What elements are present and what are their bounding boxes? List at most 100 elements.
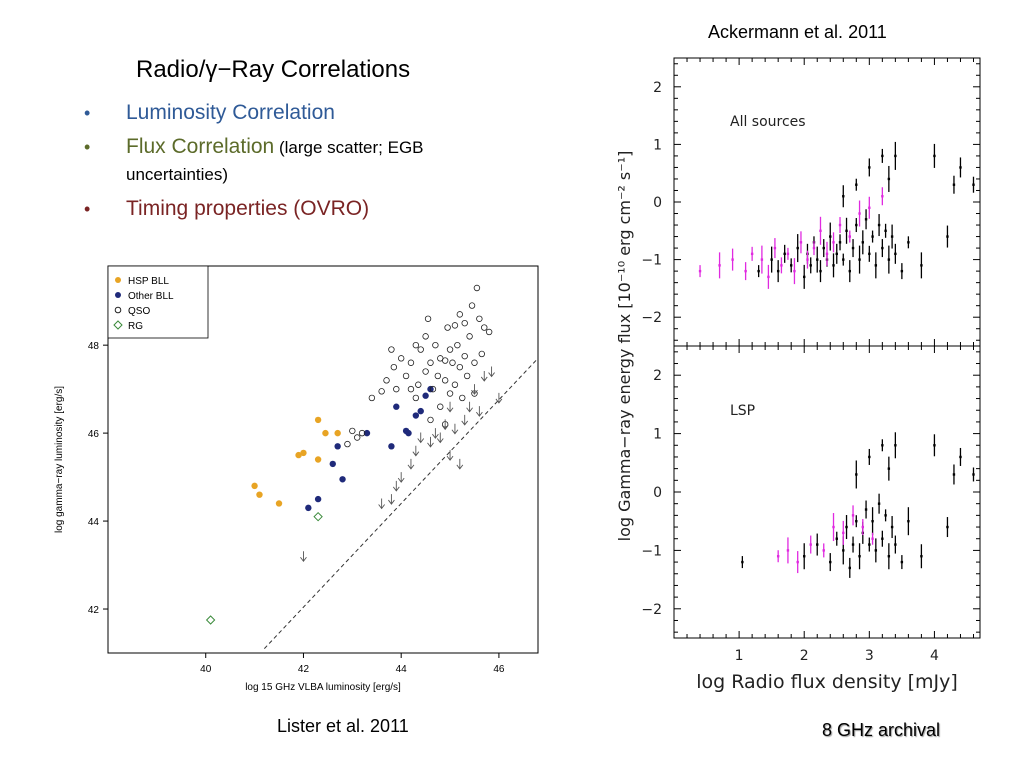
data-point <box>780 264 783 267</box>
data-point <box>314 416 322 424</box>
data-point <box>887 177 891 181</box>
data-point <box>471 359 478 366</box>
data-point <box>855 183 858 186</box>
y-tick-label: −1 <box>641 253 662 269</box>
data-point <box>461 352 468 360</box>
data-point <box>449 359 456 366</box>
data-point <box>750 252 754 256</box>
x-tick-label: 42 <box>298 664 310 675</box>
upper-limit-arrow <box>432 428 439 439</box>
upper-limit-arrow <box>480 370 488 382</box>
data-point <box>417 346 424 353</box>
data-point <box>485 328 493 336</box>
data-point <box>825 252 829 256</box>
data-point <box>468 302 476 309</box>
data-point <box>835 537 838 540</box>
data-point <box>773 246 777 250</box>
data-point <box>358 429 366 437</box>
data-point <box>920 555 923 558</box>
bullet-text-flux: Flux Correlation <box>126 135 275 158</box>
data-point <box>864 508 868 511</box>
y-tick-label: −2 <box>641 602 662 618</box>
x-tick-label: 4 <box>930 648 939 664</box>
x-tick-label: 46 <box>493 664 505 675</box>
data-point <box>789 264 793 267</box>
data-point <box>422 368 429 375</box>
data-point <box>933 154 936 158</box>
data-point <box>887 555 891 558</box>
data-point <box>900 560 904 564</box>
data-point <box>741 560 744 564</box>
bullet-list: • Luminosity Correlation • Flux Correlat… <box>80 100 500 230</box>
data-point <box>881 246 884 250</box>
data-point <box>461 319 468 327</box>
data-point <box>855 520 858 523</box>
x-tick-label: 1 <box>735 648 744 664</box>
upper-limit-arrow <box>446 450 454 461</box>
data-point <box>900 269 904 273</box>
data-point <box>402 372 410 380</box>
data-point <box>868 252 871 256</box>
data-point <box>829 235 832 238</box>
upper-limit-arrow <box>471 384 478 395</box>
data-point <box>809 264 812 267</box>
legend-marker <box>114 306 122 314</box>
data-point <box>429 385 437 393</box>
data-point <box>845 525 848 529</box>
plot-panel: −2 −1 0 1 2 All sources <box>641 57 981 347</box>
data-point <box>424 315 432 322</box>
plot-frame <box>673 345 981 639</box>
panel-label: All sources <box>730 114 806 130</box>
upper-limit-arrow <box>397 472 405 483</box>
data-point <box>933 444 936 447</box>
data-point <box>454 341 461 349</box>
data-point <box>441 377 449 384</box>
data-point <box>842 549 845 552</box>
data-point <box>871 235 874 238</box>
bullet-text-timing: Timing properties (OVRO) <box>126 197 370 220</box>
data-point <box>422 392 429 399</box>
data-point <box>393 385 400 393</box>
legend-box <box>107 265 209 339</box>
legend-label: HSP BLL <box>128 276 169 287</box>
data-point <box>339 476 346 483</box>
upper-limit-arrow <box>407 458 415 470</box>
plot-frame <box>673 57 981 347</box>
data-point <box>744 269 747 273</box>
data-point <box>305 504 312 512</box>
data-point <box>783 252 786 256</box>
data-point <box>858 212 861 215</box>
upper-limit-arrow <box>476 406 483 417</box>
data-point <box>314 456 322 463</box>
data-point <box>874 264 878 267</box>
data-point <box>829 560 832 564</box>
legend-label: Other BLL <box>128 291 174 302</box>
data-point <box>446 346 454 353</box>
upper-limit-arrow <box>441 419 449 431</box>
data-point <box>881 154 884 158</box>
data-point <box>858 258 861 261</box>
bullet-text-luminosity: Luminosity Correlation <box>126 101 335 124</box>
data-point <box>822 549 825 552</box>
y-tick-label: 42 <box>88 605 100 616</box>
data-point <box>868 455 871 459</box>
data-point <box>698 269 702 273</box>
data-point <box>812 246 816 250</box>
data-point <box>809 543 812 546</box>
citation-left: Lister et al. 2011 <box>277 716 409 736</box>
data-point <box>881 444 884 447</box>
data-point <box>959 166 962 169</box>
data-point <box>368 394 376 402</box>
y-tick-label: 1 <box>653 427 662 443</box>
data-point <box>329 460 336 468</box>
data-point <box>868 543 871 546</box>
data-point <box>793 269 796 273</box>
data-point <box>858 555 861 558</box>
data-point <box>907 241 910 244</box>
data-point <box>412 341 420 349</box>
data-point <box>300 449 307 457</box>
y-tick-label: 2 <box>653 368 662 384</box>
data-point <box>819 269 822 273</box>
data-point <box>877 502 881 505</box>
data-point <box>478 350 486 358</box>
